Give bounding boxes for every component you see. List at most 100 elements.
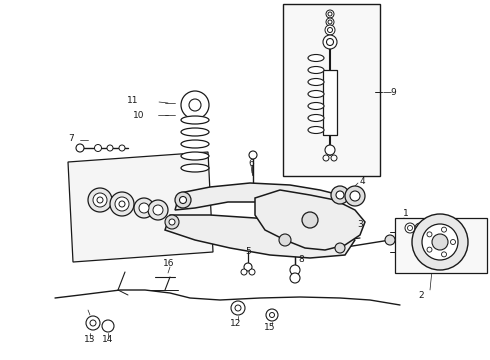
Circle shape bbox=[107, 145, 113, 151]
Circle shape bbox=[119, 201, 125, 207]
Circle shape bbox=[95, 144, 101, 152]
Circle shape bbox=[249, 151, 257, 159]
Circle shape bbox=[119, 145, 125, 151]
Circle shape bbox=[290, 265, 300, 275]
Text: —9: —9 bbox=[383, 87, 398, 96]
Ellipse shape bbox=[181, 152, 209, 160]
Circle shape bbox=[432, 234, 448, 250]
Circle shape bbox=[86, 316, 100, 330]
Circle shape bbox=[93, 193, 107, 207]
Circle shape bbox=[189, 99, 201, 111]
Circle shape bbox=[90, 320, 96, 326]
Ellipse shape bbox=[181, 116, 209, 124]
Text: 4: 4 bbox=[360, 176, 366, 185]
Bar bbox=[283, 4, 380, 176]
Circle shape bbox=[425, 223, 435, 233]
Text: 8: 8 bbox=[298, 256, 304, 265]
Circle shape bbox=[445, 223, 455, 233]
Circle shape bbox=[148, 200, 168, 220]
Circle shape bbox=[325, 145, 335, 155]
Circle shape bbox=[231, 301, 245, 315]
Circle shape bbox=[415, 223, 425, 233]
Ellipse shape bbox=[308, 114, 324, 122]
Circle shape bbox=[115, 197, 129, 211]
Circle shape bbox=[235, 305, 241, 311]
Text: 12: 12 bbox=[230, 319, 242, 328]
Circle shape bbox=[447, 225, 452, 230]
Circle shape bbox=[169, 219, 175, 225]
Circle shape bbox=[76, 144, 84, 152]
Circle shape bbox=[102, 320, 114, 332]
Circle shape bbox=[328, 20, 332, 24]
Circle shape bbox=[345, 186, 365, 206]
Circle shape bbox=[249, 269, 255, 275]
Circle shape bbox=[408, 225, 413, 230]
Circle shape bbox=[165, 215, 179, 229]
Bar bbox=[395, 218, 487, 273]
Circle shape bbox=[331, 155, 337, 161]
Circle shape bbox=[249, 189, 257, 197]
Circle shape bbox=[323, 35, 337, 49]
Ellipse shape bbox=[308, 78, 324, 86]
Text: 3: 3 bbox=[357, 220, 363, 229]
Circle shape bbox=[427, 225, 433, 230]
Ellipse shape bbox=[308, 126, 324, 134]
Circle shape bbox=[450, 239, 456, 244]
Polygon shape bbox=[165, 215, 355, 258]
Text: 1: 1 bbox=[403, 208, 409, 217]
Ellipse shape bbox=[308, 103, 324, 109]
Circle shape bbox=[331, 186, 349, 204]
Text: 10: 10 bbox=[133, 111, 145, 120]
Circle shape bbox=[175, 192, 191, 208]
Text: 6: 6 bbox=[248, 158, 254, 167]
Ellipse shape bbox=[308, 54, 324, 62]
Circle shape bbox=[179, 197, 187, 203]
Ellipse shape bbox=[181, 164, 209, 172]
Circle shape bbox=[139, 203, 149, 213]
Ellipse shape bbox=[181, 140, 209, 148]
Circle shape bbox=[153, 205, 163, 215]
Circle shape bbox=[405, 223, 415, 233]
Text: 16: 16 bbox=[163, 258, 174, 267]
Circle shape bbox=[241, 269, 247, 275]
Circle shape bbox=[279, 234, 291, 246]
Text: 13: 13 bbox=[84, 336, 96, 345]
Circle shape bbox=[438, 225, 442, 230]
Circle shape bbox=[441, 227, 446, 232]
Circle shape bbox=[255, 194, 261, 200]
Circle shape bbox=[417, 225, 422, 230]
Polygon shape bbox=[255, 190, 365, 250]
Circle shape bbox=[427, 232, 432, 237]
Ellipse shape bbox=[308, 67, 324, 73]
Circle shape bbox=[327, 27, 333, 32]
Circle shape bbox=[350, 191, 360, 201]
Text: 2: 2 bbox=[418, 291, 424, 300]
Circle shape bbox=[385, 235, 395, 245]
Circle shape bbox=[302, 212, 318, 228]
Circle shape bbox=[323, 155, 329, 161]
Circle shape bbox=[325, 25, 335, 35]
Circle shape bbox=[441, 252, 446, 257]
Circle shape bbox=[335, 243, 345, 253]
Circle shape bbox=[134, 198, 154, 218]
Circle shape bbox=[326, 10, 334, 18]
Circle shape bbox=[245, 194, 251, 200]
Circle shape bbox=[326, 18, 334, 26]
Text: 14: 14 bbox=[102, 336, 114, 345]
Circle shape bbox=[435, 223, 445, 233]
Circle shape bbox=[270, 312, 274, 318]
Text: 11: 11 bbox=[127, 95, 139, 104]
Circle shape bbox=[422, 224, 458, 260]
Circle shape bbox=[290, 273, 300, 283]
Circle shape bbox=[110, 192, 134, 216]
Text: 15: 15 bbox=[264, 324, 276, 333]
Ellipse shape bbox=[308, 90, 324, 98]
Polygon shape bbox=[175, 183, 340, 210]
Polygon shape bbox=[68, 152, 213, 262]
Circle shape bbox=[181, 91, 209, 119]
Ellipse shape bbox=[181, 128, 209, 136]
Circle shape bbox=[328, 12, 332, 16]
Text: 7: 7 bbox=[68, 134, 74, 143]
Circle shape bbox=[88, 188, 112, 212]
Bar bbox=[323, 70, 337, 135]
